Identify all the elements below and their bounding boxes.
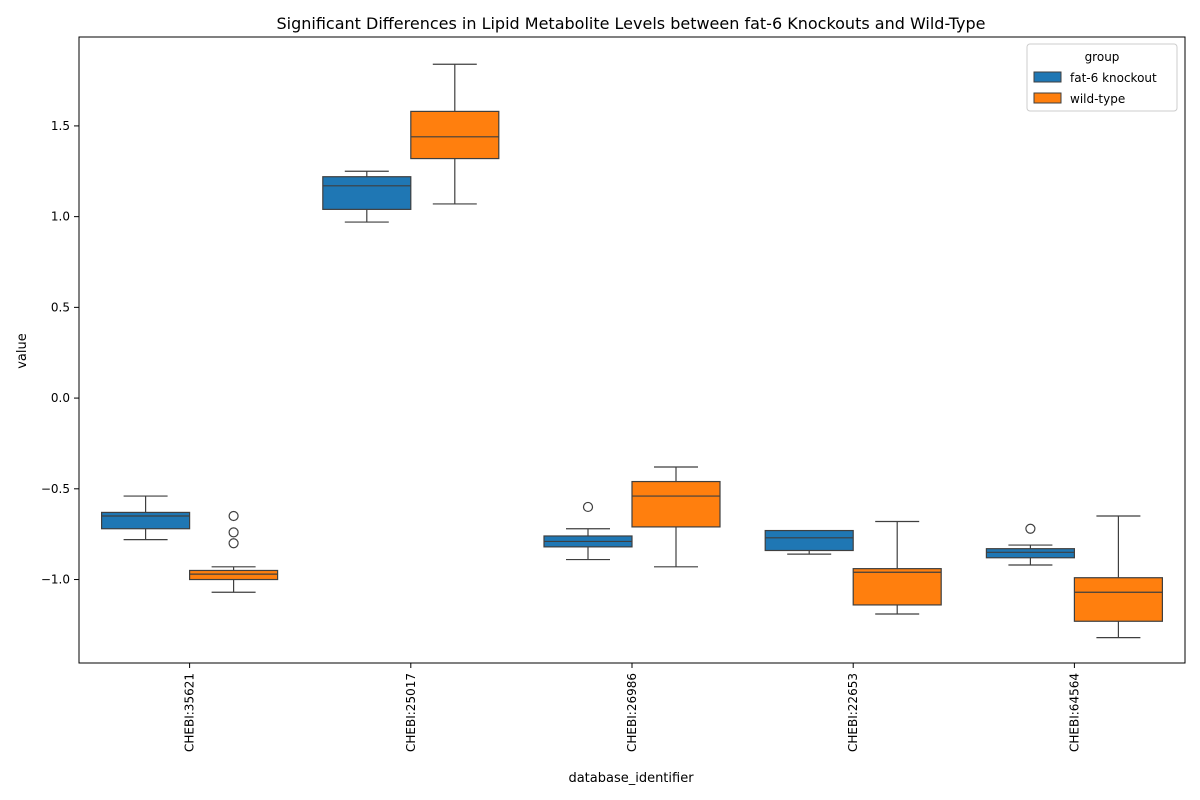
iqr-box: [631, 480, 721, 528]
box-group: [100, 495, 191, 541]
box-group: [189, 510, 279, 593]
box-group: [543, 501, 633, 561]
iqr-box: [100, 511, 191, 530]
outlier-point: [582, 501, 594, 513]
box-group: [322, 170, 412, 223]
box-group: [631, 466, 721, 568]
legend-swatch: [1033, 71, 1062, 83]
box-group: [410, 63, 500, 205]
x-axis-label: database_identifier: [568, 771, 694, 786]
x-tick-label: CHEBI:26986: [625, 673, 639, 752]
x-tick-label: CHEBI:25017: [404, 673, 418, 752]
plot-frame: [78, 36, 1186, 664]
iqr-box: [852, 568, 942, 606]
box-group: [764, 529, 854, 555]
box-group: [852, 520, 942, 615]
y-tick-label: 1.0: [51, 210, 70, 224]
outlier-point: [228, 510, 239, 522]
legend-label: fat-6 knockout: [1070, 71, 1157, 85]
y-tick-label: 1.5: [51, 119, 70, 133]
axes: 1.5 1.0 0.5 0.0 −0.5 −1.0 CHEBI:35621 CHEBI:250…: [41, 119, 1082, 752]
legend-title: group: [1085, 50, 1120, 64]
y-tick-label: 0.0: [51, 391, 70, 405]
x-tick-label: CHEBI:64564: [1067, 673, 1081, 752]
x-tick-label: CHEBI:35621: [183, 673, 197, 752]
iqr-box: [189, 569, 279, 581]
iqr-box: [410, 110, 500, 160]
box-group: [1073, 515, 1164, 639]
legend-label: wild-type: [1070, 92, 1125, 106]
chart-title: Significant Differences in Lipid Metabol…: [276, 14, 985, 33]
legend: group fat-6 knockout wild-type: [1026, 43, 1178, 112]
legend-frame: [1026, 43, 1178, 112]
legend-swatch: [1033, 92, 1062, 104]
plot-area: [100, 63, 1164, 639]
x-tick-label: CHEBI:22653: [846, 673, 860, 752]
outlier-point: [228, 538, 239, 549]
iqr-box: [985, 548, 1076, 559]
iqr-box: [764, 529, 854, 552]
y-tick-label: −0.5: [41, 482, 70, 496]
y-tick-label: 0.5: [51, 300, 70, 314]
outlier-point: [1025, 523, 1036, 534]
y-tick-label: −1.0: [41, 573, 70, 587]
box-group: [985, 523, 1076, 566]
outlier-point: [228, 527, 239, 538]
iqr-box: [1073, 577, 1164, 622]
y-axis-label: value: [15, 333, 30, 369]
iqr-box: [322, 176, 412, 210]
